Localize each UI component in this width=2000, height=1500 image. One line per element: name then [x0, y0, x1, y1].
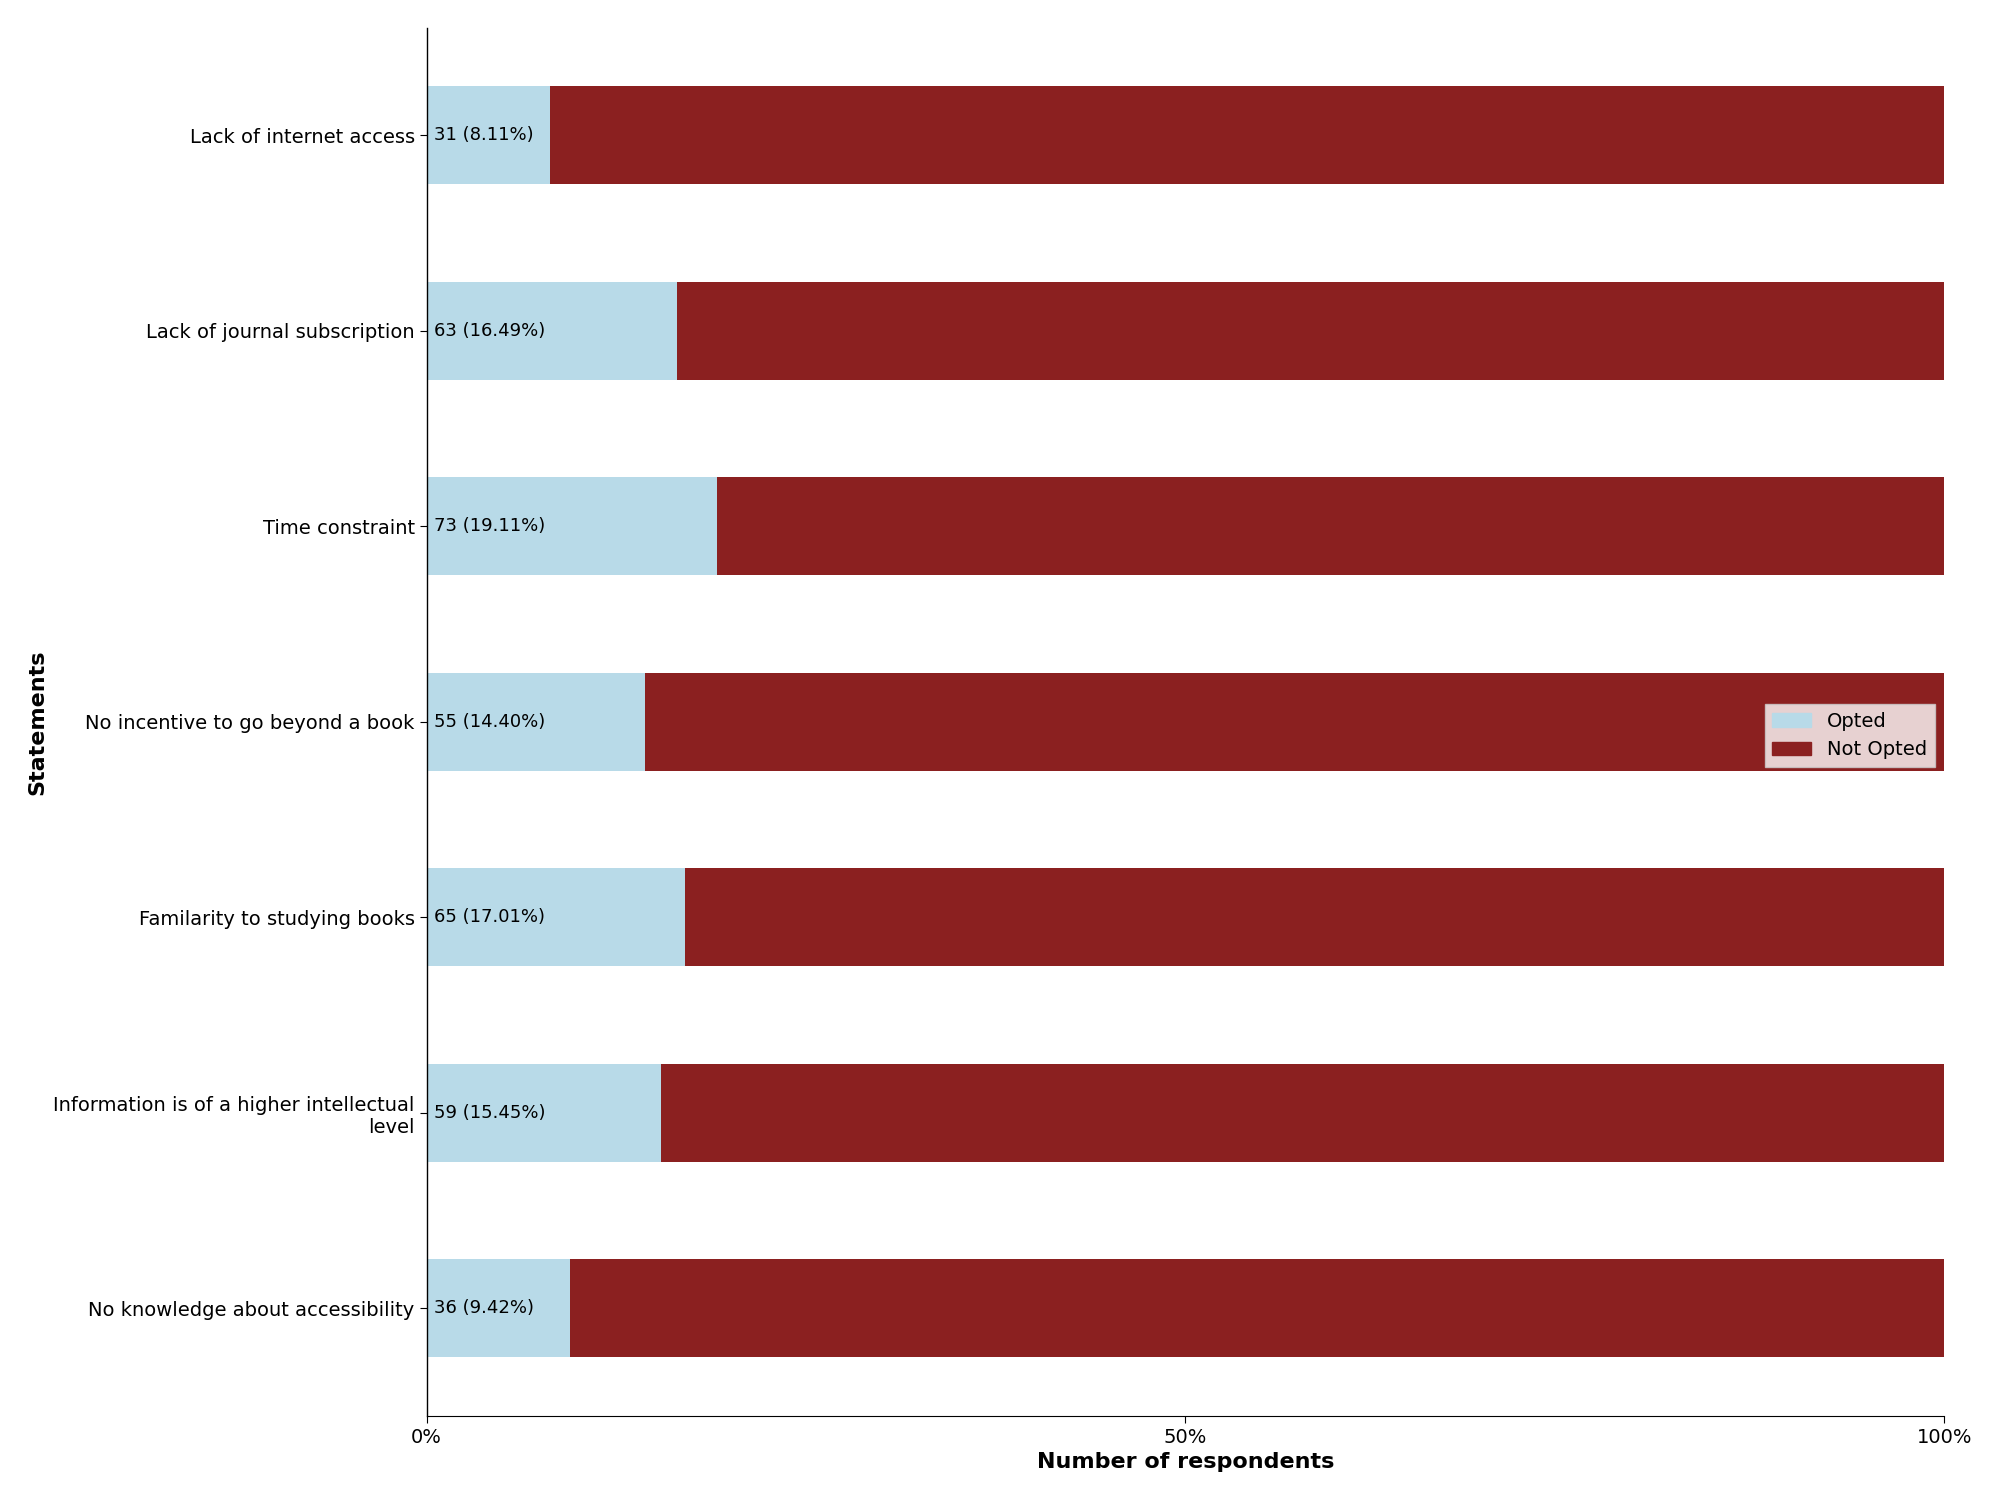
Bar [646, 674, 1944, 771]
Text: 63 (16.49%): 63 (16.49%) [434, 322, 546, 340]
Bar [570, 1260, 1944, 1358]
Y-axis label: Statements: Statements [28, 650, 48, 795]
Bar [426, 477, 716, 574]
X-axis label: Number of respondents: Number of respondents [1036, 1452, 1334, 1472]
Bar [426, 282, 676, 380]
Bar [716, 477, 1944, 574]
Text: 73 (19.11%): 73 (19.11%) [434, 518, 546, 536]
Text: 65 (17.01%): 65 (17.01%) [434, 909, 546, 927]
Bar [426, 87, 550, 184]
Bar [426, 868, 684, 966]
Bar [676, 282, 1944, 380]
Text: 55 (14.40%): 55 (14.40%) [434, 712, 546, 730]
Bar [426, 1260, 570, 1358]
Text: 31 (8.11%): 31 (8.11%) [434, 126, 534, 144]
Bar [426, 674, 646, 771]
Text: 59 (15.45%): 59 (15.45%) [434, 1104, 546, 1122]
Text: 36 (9.42%): 36 (9.42%) [434, 1299, 534, 1317]
Bar [660, 1064, 1944, 1161]
Legend: Opted, Not Opted: Opted, Not Opted [1764, 704, 1934, 766]
Bar [550, 87, 1944, 184]
Bar [426, 1064, 660, 1161]
Bar [684, 868, 1944, 966]
